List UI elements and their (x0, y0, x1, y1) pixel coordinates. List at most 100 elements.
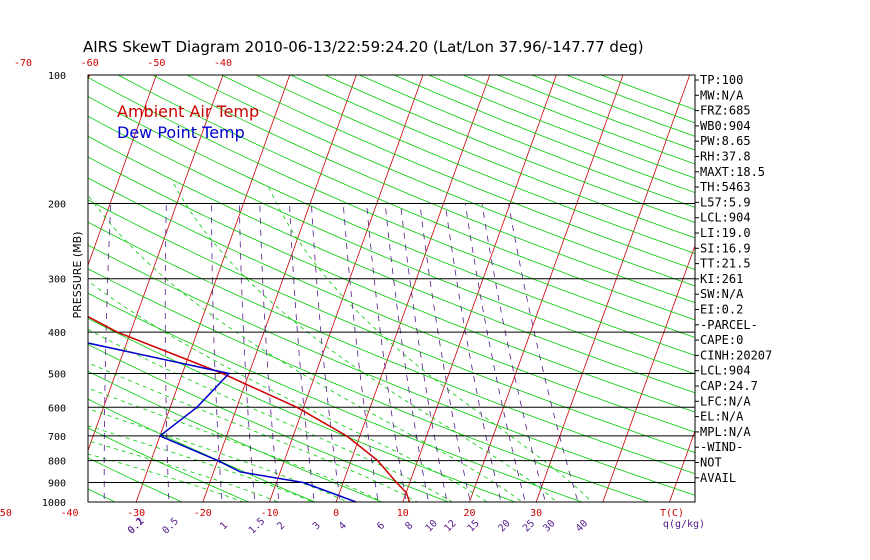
isotherm-line (335, 75, 491, 502)
pressure-tick-label: 1000 (42, 498, 66, 509)
mixing-ratio-tick-label: 4 (337, 520, 349, 532)
stat-label: KI:261 (700, 272, 743, 286)
dry-adiabat-line (152, 75, 695, 304)
bottom-temp-tick-label: -40 (60, 508, 78, 519)
mixing-ratio-line (311, 203, 341, 502)
mixing-ratio-line (400, 203, 448, 502)
mixing-ratio-line (419, 203, 471, 502)
stat-label: TT:21.5 (700, 257, 751, 271)
mixing-ratio-line (342, 203, 379, 502)
bottom-temp-tick-label: 30 (530, 508, 542, 519)
bottom-temp-tick-label: -10 (260, 508, 278, 519)
top-temp-tick-label: -60 (81, 58, 99, 69)
y-axis-label: PRESSURE (MB) (71, 232, 84, 319)
dry-adiabat-line (88, 398, 317, 502)
bottom-temp-tick-label: 10 (397, 508, 409, 519)
pressure-tick-label: 200 (48, 200, 66, 211)
stat-label: LCL:904 (700, 211, 751, 225)
dry-adiabat-line (428, 75, 695, 179)
mixing-ratio-tick-label: 12 (442, 518, 458, 534)
moist-adiabat-line (88, 362, 419, 502)
dry-adiabat-line (88, 268, 650, 502)
top-temp-tick-label: -40 (214, 58, 232, 69)
mixing-ratio-line (444, 203, 502, 502)
mixing-ratio-tick-label: 10 (424, 518, 440, 534)
stat-label: EI:0.2 (700, 303, 743, 317)
moist-adiabat-line (173, 183, 558, 502)
top-temp-tick-label: -50 (147, 58, 165, 69)
dry-adiabat-line (88, 115, 695, 375)
legend-air-temp: Ambient Air Temp (117, 102, 259, 121)
dry-adiabat-line (88, 96, 695, 356)
mixing-ratio-tick-label: 3 (311, 520, 323, 532)
pressure-tick-label: 900 (48, 478, 66, 489)
stat-label: LFC:N/A (700, 394, 751, 408)
dry-adiabat-line (88, 317, 517, 502)
pressure-tick-label: 500 (48, 369, 66, 380)
mixing-ratio-line (366, 203, 407, 502)
dry-adiabat-line (88, 370, 383, 502)
moist-adiabat-line (266, 183, 593, 502)
stat-label: MW:N/A (700, 88, 744, 102)
isotherm-line (535, 75, 691, 502)
dry-adiabat-line (88, 244, 695, 496)
mixing-ratio-line (384, 203, 429, 502)
dry-adiabat-line (88, 488, 117, 502)
mixing-ratio-tick-label: 40 (574, 518, 590, 534)
dry-adiabat-line (221, 75, 695, 270)
mixing-ratio-tick-label: 8 (403, 520, 415, 532)
dry-adiabat-line (88, 292, 584, 502)
stat-label: FRZ:685 (700, 104, 751, 118)
stat-label: SI:16.9 (700, 241, 751, 255)
dry-adiabat-line (0, 75, 67, 511)
dry-adiabat-line (88, 457, 183, 502)
isotherm-line (135, 75, 291, 502)
isotherm-line (402, 75, 557, 502)
dry-adiabat-line (88, 221, 695, 475)
isotherm-line (269, 75, 424, 502)
mixing-ratio-line (238, 203, 256, 502)
moist-adiabat-line (88, 440, 280, 502)
bottom-temp-tick-label: -30 (127, 508, 145, 519)
stat-label: TP:100 (700, 73, 743, 87)
mixing-ratio-line (103, 203, 112, 502)
pressure-tick-label: 400 (48, 328, 66, 339)
bottom-temp-tick-label: -20 (194, 508, 212, 519)
top-temp-tick-label: -70 (14, 58, 32, 69)
mixing-ratio-line (464, 203, 526, 502)
bottom-temp-tick-label: -50 (0, 508, 12, 519)
mixing-ratio-tick-label: 2 (275, 520, 287, 532)
legend-dew-point: Dew Point Temp (117, 123, 245, 142)
stat-label: MPL:N/A (700, 425, 751, 439)
dry-adiabat-line (117, 75, 695, 321)
mixing-ratio-tick-label: 0.2 (126, 516, 147, 537)
stat-label: AVAIL (700, 471, 736, 485)
isotherm-line (88, 75, 157, 267)
moist-adiabat-line (88, 453, 245, 502)
stat-label: MAXT:18.5 (700, 165, 765, 179)
mixing-ratio-line (289, 203, 315, 502)
mixing-ratio-tick-label: 15 (466, 518, 482, 534)
isotherm-line (202, 75, 357, 502)
moist-adiabat-line (88, 387, 384, 502)
isotherm-line (0, 75, 23, 502)
moist-adiabat-line (88, 425, 314, 502)
stat-label: LCL:904 (700, 364, 751, 378)
mixing-ratio-tick-label: 0.5 (160, 516, 181, 537)
pressure-tick-label: 100 (48, 71, 66, 82)
pressure-tick-label: 600 (48, 403, 66, 414)
stat-label: EL:N/A (700, 410, 744, 424)
dry-adiabat-line (88, 156, 695, 413)
mixing-ratio-tick-label: 1.5 (247, 516, 268, 537)
isotherm-line (469, 75, 624, 502)
stat-label: L57:5.9 (700, 195, 751, 209)
mixing-ratio-tick-label: 20 (496, 518, 512, 534)
chart-title: AIRS SkewT Diagram 2010-06-13/22:59:24.2… (83, 38, 644, 56)
mixing-ratio-tick-label: 25 (521, 518, 537, 534)
dry-adiabat-line (393, 75, 695, 194)
dry-adiabat-line (324, 75, 695, 223)
mixing-ratio-line (508, 203, 579, 502)
pressure-tick-label: 700 (48, 432, 66, 443)
stat-label: RH:37.8 (700, 150, 751, 164)
